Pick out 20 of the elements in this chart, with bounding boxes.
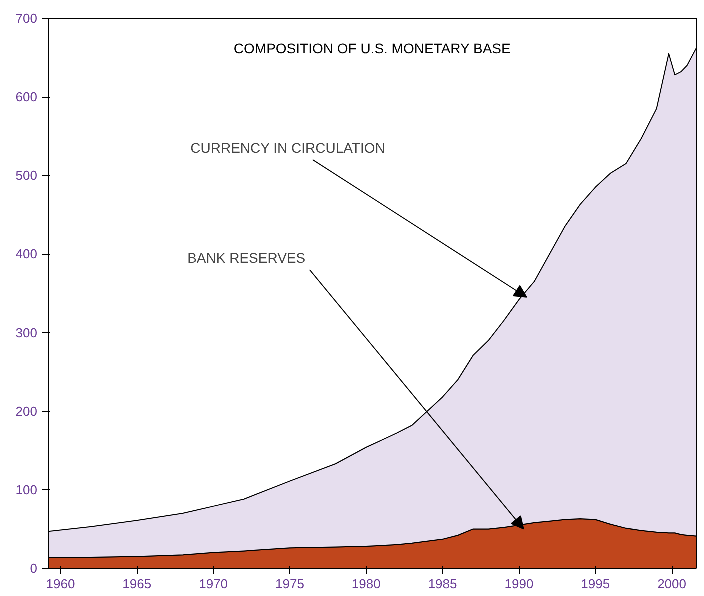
- y-tick-label: 700: [16, 11, 38, 26]
- x-tick-label: 1975: [276, 576, 304, 592]
- x-tick-label: 1985: [428, 576, 458, 592]
- x-tick-label: 1970: [199, 576, 228, 592]
- annotation: CURRENCY IN CIRCULATION: [190, 140, 386, 156]
- y-tick-label: 600: [16, 90, 38, 105]
- x-tick-label: 2000: [658, 576, 687, 592]
- y-tick-label: 200: [16, 404, 38, 419]
- x-tick-label: 1990: [504, 576, 534, 592]
- x-tick-label: 1960: [46, 576, 76, 592]
- x-tick-label: 1980: [352, 576, 381, 592]
- y-tick-label: 500: [16, 168, 38, 184]
- y-tick-label: 100: [16, 482, 38, 498]
- y-tick-label: 0: [30, 561, 38, 576]
- text: COMPOSITION OF U.S. MONETARY BASE: [234, 40, 511, 56]
- x-tick-label: 1965: [122, 576, 152, 592]
- y-tick-label: 400: [16, 246, 38, 262]
- annotation: BANK RESERVES: [188, 250, 306, 266]
- x-tick-label: 1995: [581, 576, 610, 592]
- y-tick-label: 300: [16, 325, 38, 340]
